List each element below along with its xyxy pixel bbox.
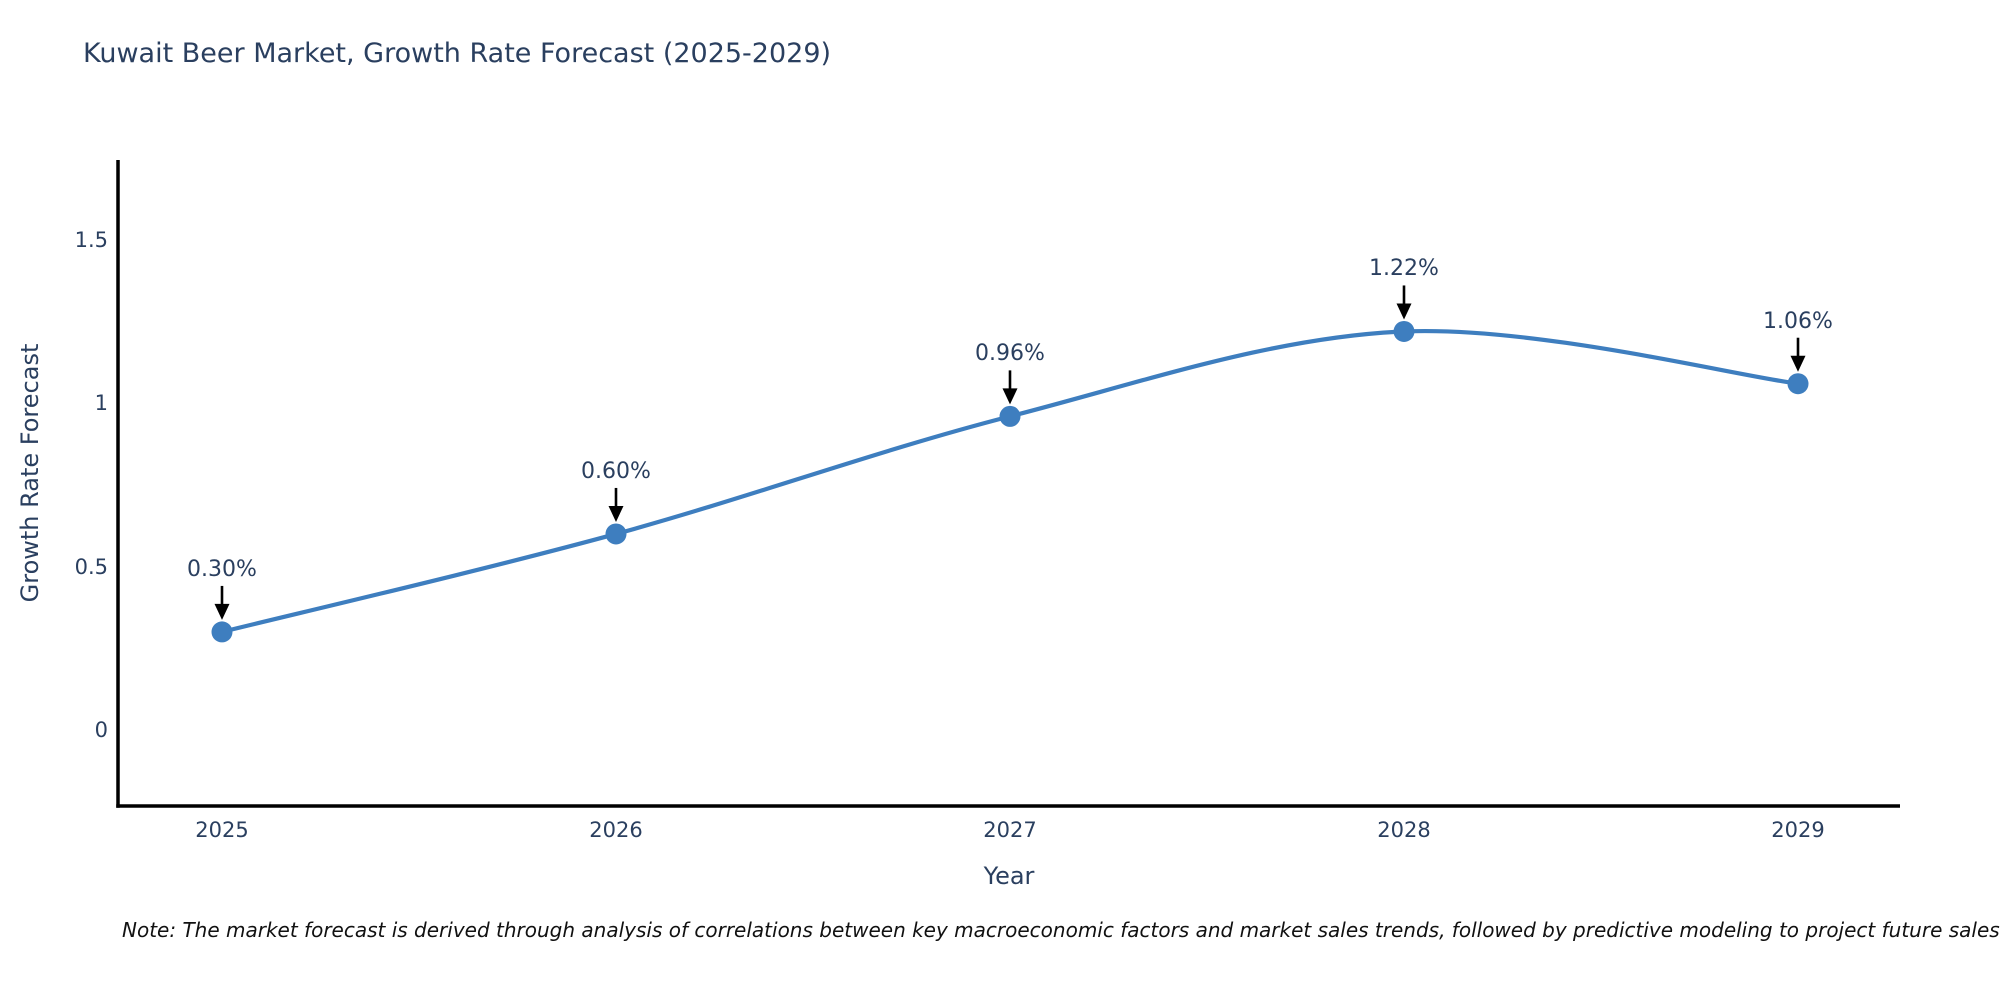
point-annotation-label: 0.30% bbox=[187, 556, 257, 582]
data-point-marker bbox=[211, 621, 233, 643]
annotation-arrowhead bbox=[1396, 303, 1412, 320]
point-annotation-label: 1.06% bbox=[1763, 308, 1833, 334]
annotation-arrowhead bbox=[1790, 355, 1806, 372]
y-tick-label: 1.5 bbox=[74, 228, 108, 252]
footnote: Note: The market forecast is derived thr… bbox=[122, 918, 2000, 942]
data-point-marker bbox=[605, 523, 627, 545]
y-tick-label: 0.5 bbox=[74, 554, 108, 579]
x-tick-label: 2027 bbox=[983, 818, 1037, 842]
data-point-marker bbox=[1393, 320, 1415, 342]
data-point-marker bbox=[999, 405, 1021, 427]
point-annotation-label: 0.60% bbox=[581, 458, 651, 484]
point-annotation-label: 1.22% bbox=[1369, 256, 1439, 282]
x-axis-title: Year bbox=[983, 862, 1035, 890]
chart-title: Kuwait Beer Market, Growth Rate Forecast… bbox=[83, 38, 832, 69]
point-annotation-label: 0.96% bbox=[975, 341, 1045, 367]
annotation-arrowhead bbox=[608, 505, 624, 522]
annotation-arrowhead bbox=[214, 603, 230, 620]
data-point-marker bbox=[1787, 373, 1809, 395]
x-tick-label: 2026 bbox=[589, 818, 643, 842]
annotation-arrowhead bbox=[1002, 388, 1018, 405]
y-tick-label: 0 bbox=[94, 717, 108, 742]
y-tick-label: 1 bbox=[94, 391, 108, 416]
x-tick-label: 2029 bbox=[1771, 818, 1825, 842]
x-tick-label: 2025 bbox=[195, 818, 249, 842]
x-tick-label: 2028 bbox=[1377, 818, 1431, 842]
